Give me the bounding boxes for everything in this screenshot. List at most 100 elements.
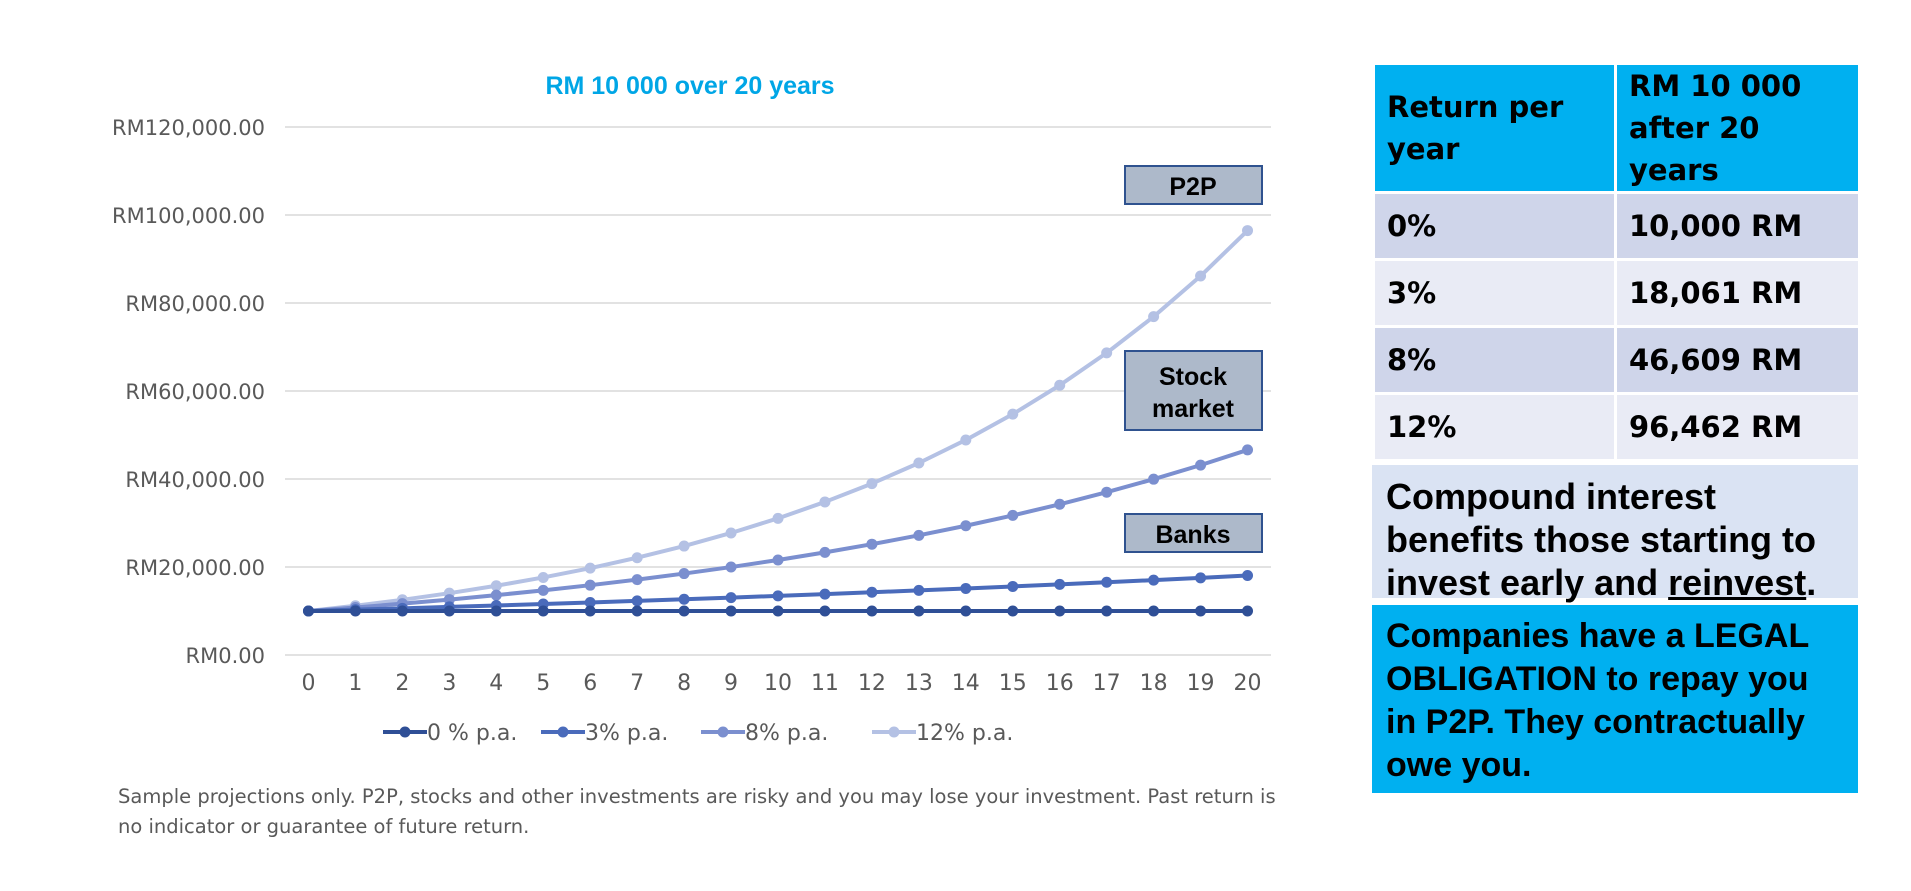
legend-label: 8% p.a. — [745, 721, 828, 746]
x-tick-label: 8 — [677, 671, 691, 696]
table-row: 3% 18,061 RM — [1372, 258, 1861, 328]
annotation-banks-box — [1124, 513, 1263, 553]
legend-label: 12% p.a. — [916, 721, 1013, 746]
table-cell-amount: 10,000 RM — [1614, 191, 1861, 261]
x-tick-label: 1 — [348, 671, 362, 696]
x-tick-label: 19 — [1187, 671, 1215, 696]
data-point — [678, 593, 690, 605]
table-header-row: Return per year RM 10 000 after 20 years — [1372, 62, 1861, 194]
x-tick-label: 4 — [489, 671, 503, 696]
side-panel: Return per year RM 10 000 after 20 years… — [1372, 62, 1861, 793]
chart-area: RM 10 000 over 20 years RM0.00 RM20,000.0… — [112, 72, 1276, 838]
compound-period: . — [1806, 562, 1817, 603]
data-point — [960, 520, 972, 532]
table-cell-rate: 12% — [1372, 392, 1617, 462]
table-row: 12% 96,462 RM — [1372, 392, 1861, 462]
data-point — [913, 457, 925, 469]
data-point — [1195, 572, 1207, 584]
x-tick-label: 11 — [811, 671, 839, 696]
data-point — [1007, 509, 1019, 521]
x-tick-label: 14 — [952, 671, 980, 696]
data-point — [631, 595, 643, 607]
data-point — [866, 605, 878, 617]
y-tick-label: RM120,000.00 — [112, 116, 265, 140]
data-point — [1007, 580, 1019, 592]
x-tick-label: 20 — [1234, 671, 1262, 696]
y-tick-label: RM80,000.00 — [125, 292, 265, 316]
data-point — [1101, 605, 1113, 617]
data-point — [631, 605, 643, 617]
data-point — [349, 605, 361, 617]
y-tick-label: RM40,000.00 — [125, 468, 265, 492]
annotation-stock-market: Stock market — [1124, 350, 1263, 431]
series-line — [306, 228, 1250, 613]
legend-label: 3% p.a. — [585, 721, 668, 746]
legend: 0 % p.a. 3% p.a. 8% p.a. 12% p.a. — [383, 721, 1013, 746]
data-point — [631, 574, 643, 586]
x-axis-tick-labels: 0 1 2 3 4 5 6 7 8 9 10 11 12 13 14 15 16 17 18 19 20 — [301, 671, 1261, 696]
data-point — [1101, 486, 1113, 498]
compound-reinvest-underlined: reinvest — [1668, 562, 1807, 603]
annotation-p2p-box — [1124, 165, 1263, 205]
table-cell-rate: 3% — [1372, 258, 1617, 328]
data-point — [1101, 576, 1113, 588]
data-point — [537, 584, 549, 596]
data-point — [537, 605, 549, 617]
data-point — [1148, 574, 1160, 586]
x-tick-label: 6 — [583, 671, 597, 696]
table-header-amount: RM 10 000 after 20 years — [1614, 62, 1861, 194]
legal-obligation-note: Companies have a LEGAL OBLIGATION to rep… — [1372, 605, 1858, 793]
data-point — [725, 592, 737, 604]
x-tick-label: 0 — [301, 671, 315, 696]
data-point — [866, 538, 878, 550]
legend-marker — [717, 726, 729, 738]
table-cell-rate: 8% — [1372, 325, 1617, 395]
x-tick-label: 15 — [999, 671, 1027, 696]
data-point — [490, 605, 502, 617]
annotation-p2p: P2P — [1124, 165, 1263, 205]
data-point — [913, 584, 925, 596]
x-tick-label: 12 — [858, 671, 886, 696]
data-point — [443, 605, 455, 617]
data-point — [960, 582, 972, 594]
data-point — [1242, 570, 1254, 582]
annotation-banks-label: Banks — [1155, 521, 1230, 549]
data-point — [1148, 605, 1160, 617]
data-point — [1007, 605, 1019, 617]
data-point — [960, 434, 972, 446]
data-point — [913, 605, 925, 617]
legend-marker — [399, 726, 411, 738]
x-tick-label: 7 — [630, 671, 644, 696]
data-point — [1148, 311, 1160, 323]
data-point — [1054, 605, 1066, 617]
data-point — [584, 562, 596, 574]
data-point — [1195, 605, 1207, 617]
compound-interest-note: Compound interest benefits those startin… — [1372, 465, 1858, 603]
x-tick-label: 13 — [905, 671, 933, 696]
data-point — [678, 540, 690, 552]
data-point — [1007, 408, 1019, 420]
data-point — [866, 586, 878, 598]
y-tick-label: RM60,000.00 — [125, 380, 265, 404]
returns-table: Return per year RM 10 000 after 20 years… — [1372, 62, 1861, 462]
x-tick-label: 9 — [724, 671, 738, 696]
table-cell-amount: 46,609 RM — [1614, 325, 1861, 395]
table-cell-amount: 18,061 RM — [1614, 258, 1861, 328]
table-row: 0% 10,000 RM — [1372, 191, 1861, 261]
data-point — [819, 496, 831, 508]
x-tick-label: 17 — [1093, 671, 1121, 696]
x-tick-label: 16 — [1046, 671, 1074, 696]
data-point — [819, 605, 831, 617]
data-point — [1148, 473, 1160, 485]
y-tick-label: RM20,000.00 — [125, 556, 265, 580]
table-header-return: Return per year — [1372, 62, 1617, 194]
data-point — [725, 561, 737, 573]
table-row: 8% 46,609 RM — [1372, 325, 1861, 395]
data-point — [584, 579, 596, 591]
legend-marker — [557, 726, 569, 738]
chart-title: RM 10 000 over 20 years — [545, 72, 834, 100]
data-point — [678, 568, 690, 580]
grid-lines — [285, 126, 1271, 656]
legend-marker — [888, 726, 900, 738]
data-point — [1242, 605, 1254, 617]
